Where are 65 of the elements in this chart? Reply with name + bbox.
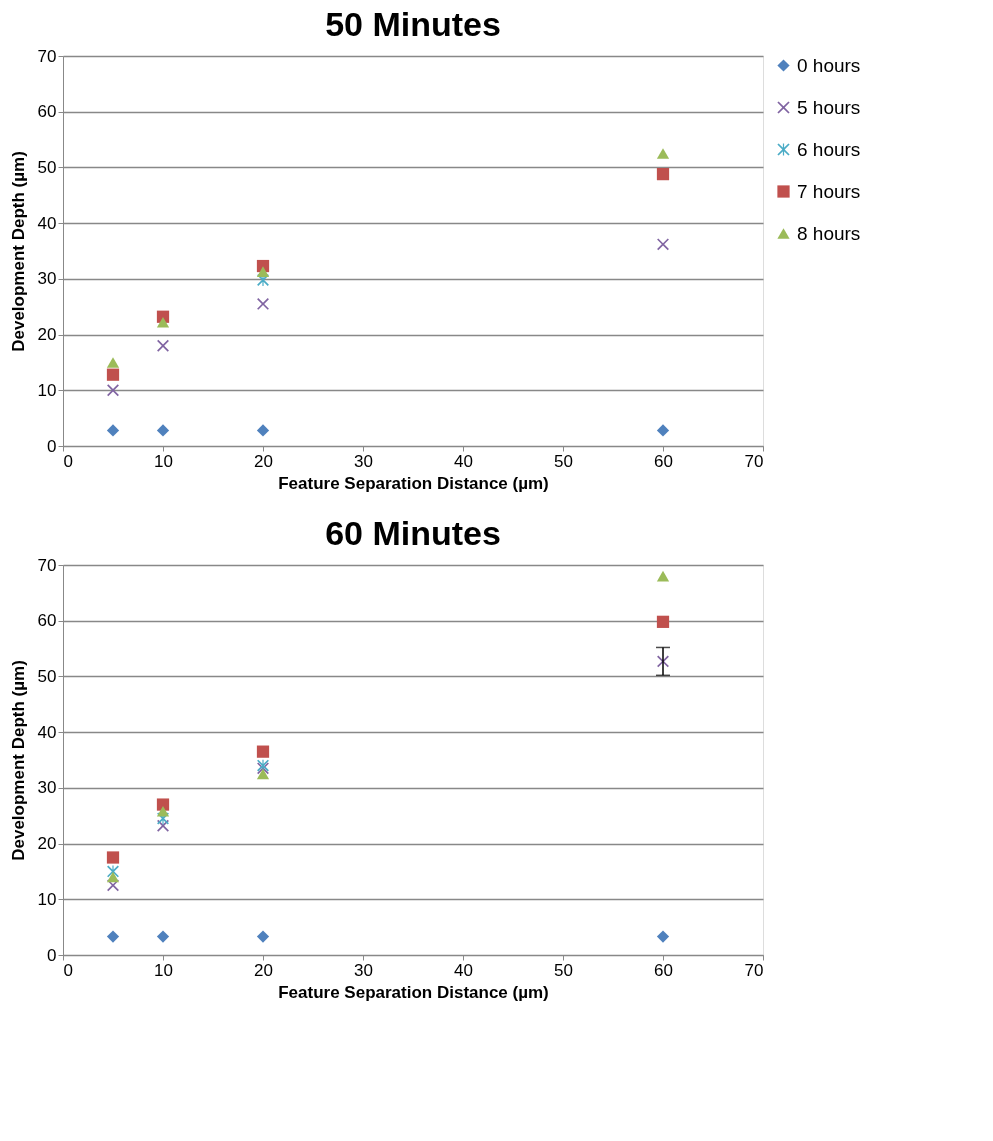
y-tick-label: 10 bbox=[37, 889, 57, 909]
point bbox=[256, 424, 270, 437]
y-tick-label: 70 bbox=[37, 555, 57, 575]
chart-title: 60 Minutes bbox=[325, 514, 501, 552]
y-tick-label: 60 bbox=[37, 611, 57, 631]
point bbox=[106, 357, 120, 368]
y-tick-label: 70 bbox=[37, 46, 57, 66]
point bbox=[656, 615, 670, 628]
point bbox=[106, 871, 120, 883]
legend-label: 8 hours bbox=[797, 222, 861, 244]
x-tick-label: 30 bbox=[354, 960, 373, 980]
legend-label: 7 hours bbox=[797, 180, 861, 202]
chart-title: 50 Minutes bbox=[325, 5, 501, 43]
x-tick-label: 0 bbox=[63, 960, 73, 980]
y-tick-label: 60 bbox=[37, 102, 57, 122]
x-axis-title: Feature Separation Distance (µm) bbox=[278, 982, 549, 1002]
x-tick-label: 40 bbox=[454, 451, 473, 471]
y-axis-title: Development Depth (µm) bbox=[8, 660, 28, 861]
legend-label: 5 hours bbox=[797, 96, 861, 118]
y-tick-label: 30 bbox=[37, 269, 57, 289]
y-tick-label: 10 bbox=[37, 380, 57, 400]
y-tick-label: 0 bbox=[47, 436, 57, 456]
legend-label: 0 hours bbox=[797, 54, 861, 76]
x-tick-label: 30 bbox=[354, 451, 373, 471]
y-tick-label: 30 bbox=[37, 778, 57, 798]
y-tick-label: 50 bbox=[37, 666, 57, 686]
x-tick-label: 10 bbox=[154, 960, 173, 980]
y-axis-title: Development Depth (µm) bbox=[8, 151, 28, 352]
point bbox=[656, 570, 670, 582]
point bbox=[256, 266, 270, 277]
x-tick-label: 0 bbox=[63, 451, 73, 471]
y-tick-label: 20 bbox=[37, 834, 57, 854]
x-tick-label: 50 bbox=[554, 451, 573, 471]
point bbox=[106, 851, 120, 864]
point bbox=[156, 424, 170, 437]
point bbox=[256, 745, 270, 758]
y-tick-label: 0 bbox=[47, 945, 57, 965]
point bbox=[106, 368, 120, 381]
x-tick-label: 20 bbox=[254, 960, 273, 980]
point bbox=[656, 930, 670, 943]
point bbox=[256, 930, 270, 943]
y-tick-label: 50 bbox=[37, 157, 57, 177]
x-tick-label: 70 bbox=[744, 451, 764, 471]
point bbox=[156, 805, 170, 817]
x-tick-label: 20 bbox=[254, 451, 273, 471]
x-tick-label: 10 bbox=[154, 451, 173, 471]
x-tick-label: 40 bbox=[454, 960, 473, 980]
x-tick-label: 60 bbox=[654, 451, 673, 471]
y-tick-label: 20 bbox=[37, 325, 57, 345]
point bbox=[156, 930, 170, 943]
point bbox=[156, 317, 170, 328]
point bbox=[656, 148, 670, 159]
point bbox=[106, 424, 120, 437]
x-tick-label: 50 bbox=[554, 960, 573, 980]
x-axis-title: Feature Separation Distance (µm) bbox=[278, 473, 549, 493]
point bbox=[656, 424, 670, 437]
y-tick-label: 40 bbox=[37, 722, 57, 742]
point bbox=[257, 298, 269, 310]
point bbox=[656, 167, 670, 181]
x-tick-label: 70 bbox=[744, 960, 764, 980]
y-tick-label: 40 bbox=[37, 213, 57, 233]
point bbox=[256, 768, 270, 780]
legend-label: 6 hours bbox=[797, 138, 861, 160]
x-tick-label: 60 bbox=[654, 960, 673, 980]
point bbox=[106, 930, 120, 943]
